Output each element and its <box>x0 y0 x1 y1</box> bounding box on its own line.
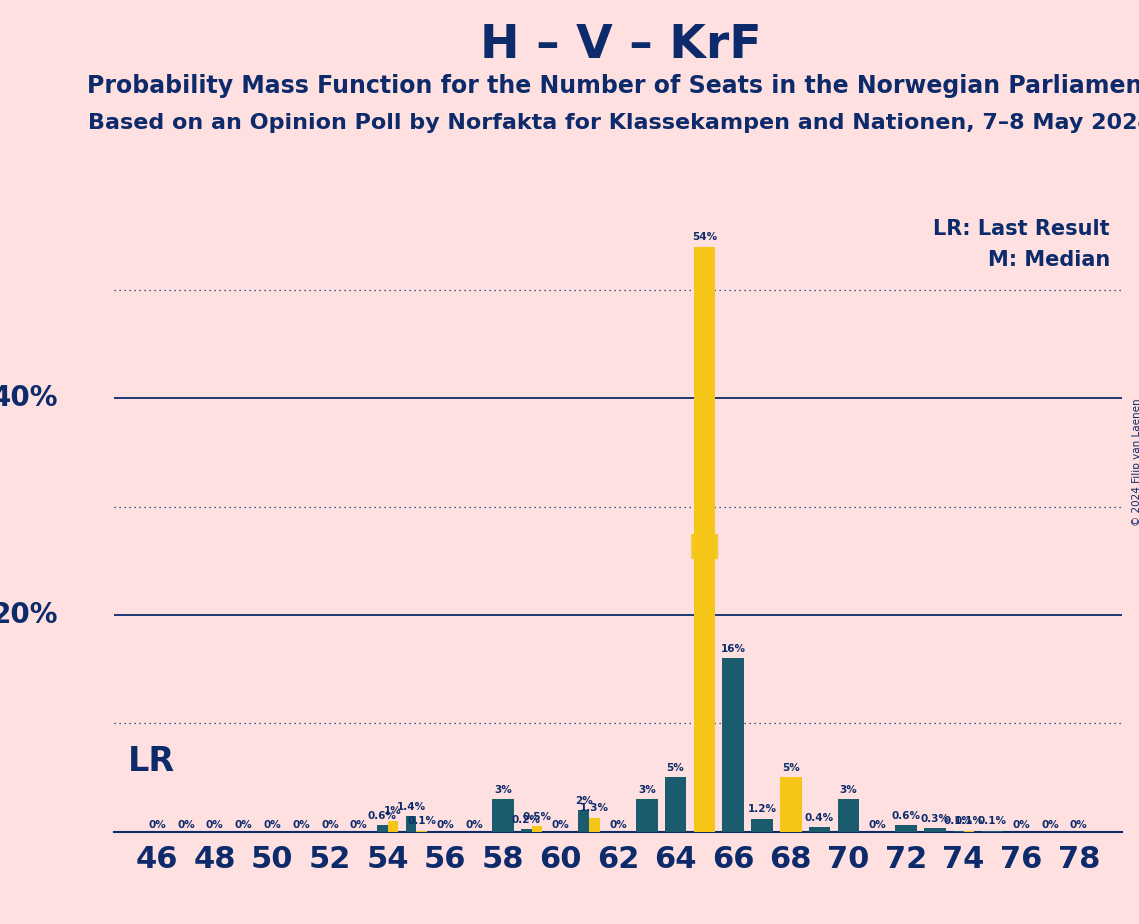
Text: 0.1%: 0.1% <box>977 816 1007 826</box>
Text: 0%: 0% <box>293 820 310 830</box>
Text: 0.6%: 0.6% <box>368 810 396 821</box>
Text: 20%: 20% <box>0 601 58 629</box>
Text: 0%: 0% <box>350 820 368 830</box>
Text: 16%: 16% <box>721 644 746 654</box>
Text: Probability Mass Function for the Number of Seats in the Norwegian Parliament: Probability Mass Function for the Number… <box>88 74 1139 98</box>
Bar <box>837 799 859 832</box>
Text: 0%: 0% <box>206 820 223 830</box>
Text: 0%: 0% <box>177 820 195 830</box>
Text: 0%: 0% <box>1041 820 1059 830</box>
Text: 5%: 5% <box>781 763 800 773</box>
Bar <box>532 826 542 832</box>
Text: LR: LR <box>129 745 175 778</box>
Text: 1.4%: 1.4% <box>396 802 426 812</box>
Text: 0.6%: 0.6% <box>892 810 920 821</box>
Text: 0%: 0% <box>235 820 253 830</box>
Bar <box>579 810 589 832</box>
Text: 0%: 0% <box>1070 820 1088 830</box>
Text: LR: Last Result: LR: Last Result <box>933 219 1109 239</box>
Text: 0%: 0% <box>436 820 454 830</box>
Bar <box>924 828 945 832</box>
Text: 0%: 0% <box>148 820 166 830</box>
Text: 0%: 0% <box>551 820 570 830</box>
Text: 0%: 0% <box>321 820 338 830</box>
Text: 3%: 3% <box>494 784 511 795</box>
Text: 1.2%: 1.2% <box>747 804 777 814</box>
Text: 0%: 0% <box>868 820 886 830</box>
Text: Based on an Opinion Poll by Norfakta for Klassekampen and Nationen, 7–8 May 2024: Based on an Opinion Poll by Norfakta for… <box>89 113 1139 133</box>
Text: 1.3%: 1.3% <box>580 803 609 813</box>
Text: 0.1%: 0.1% <box>954 816 983 826</box>
Bar <box>387 821 399 832</box>
Text: 3%: 3% <box>638 784 656 795</box>
Bar <box>665 777 687 832</box>
Bar <box>895 825 917 832</box>
Bar <box>952 831 964 832</box>
Bar <box>809 827 830 832</box>
Text: 0.4%: 0.4% <box>805 813 834 823</box>
Text: 0.5%: 0.5% <box>523 812 551 821</box>
Bar <box>722 658 744 832</box>
Bar <box>636 799 657 832</box>
Bar <box>377 825 387 832</box>
Text: 1%: 1% <box>384 807 402 817</box>
Text: 2%: 2% <box>575 796 592 806</box>
Bar <box>405 817 417 832</box>
Bar <box>982 831 1003 832</box>
Text: 0%: 0% <box>263 820 281 830</box>
Bar <box>521 830 532 832</box>
Text: H – V – KrF: H – V – KrF <box>480 23 762 68</box>
Text: 0.3%: 0.3% <box>920 814 949 824</box>
Bar <box>751 819 772 832</box>
Text: 40%: 40% <box>0 384 58 412</box>
Text: 0%: 0% <box>465 820 483 830</box>
Text: 0%: 0% <box>1013 820 1030 830</box>
Bar <box>589 818 600 832</box>
Text: 54%: 54% <box>691 232 716 242</box>
Text: 0.2%: 0.2% <box>511 815 541 825</box>
Bar <box>417 831 427 832</box>
Text: 0.1%: 0.1% <box>943 816 973 826</box>
Text: 0.1%: 0.1% <box>408 816 436 826</box>
Bar <box>964 831 974 832</box>
Text: 0%: 0% <box>609 820 626 830</box>
Text: M: M <box>688 533 721 566</box>
Bar <box>780 777 802 832</box>
Text: © 2024 Filip van Laenen: © 2024 Filip van Laenen <box>1132 398 1139 526</box>
Text: 3%: 3% <box>839 784 858 795</box>
Text: 5%: 5% <box>666 763 685 773</box>
Bar <box>492 799 514 832</box>
Bar <box>694 247 715 832</box>
Text: M: Median: M: Median <box>988 250 1109 271</box>
